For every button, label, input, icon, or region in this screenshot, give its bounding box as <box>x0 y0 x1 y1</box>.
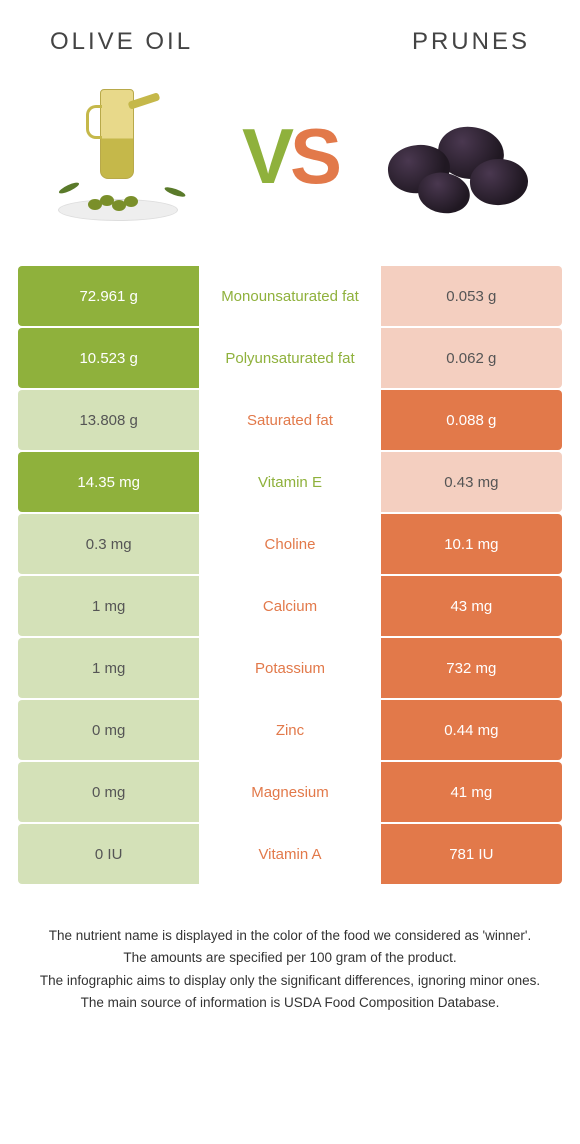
vs-s: S <box>290 112 338 200</box>
value-left: 0 mg <box>18 762 199 822</box>
note-line: The nutrient name is displayed in the co… <box>28 926 552 946</box>
nutrient-name: Polyunsaturated fat <box>199 328 380 388</box>
note-line: The main source of information is USDA F… <box>28 993 552 1013</box>
nutrient-row: 1 mgCalcium43 mg <box>18 576 562 636</box>
infographic-root: OLIVE OIL PRUNES VS <box>0 0 580 1045</box>
value-right: 732 mg <box>381 638 562 698</box>
nutrient-row: 10.523 gPolyunsaturated fat0.062 g <box>18 328 562 388</box>
value-right: 781 IU <box>381 824 562 884</box>
nutrient-row: 13.808 gSaturated fat0.088 g <box>18 390 562 450</box>
nutrient-row: 0 mgZinc0.44 mg <box>18 700 562 760</box>
nutrient-name: Zinc <box>199 700 380 760</box>
nutrient-table: 72.961 gMonounsaturated fat0.053 g10.523… <box>0 266 580 884</box>
nutrient-name: Potassium <box>199 638 380 698</box>
nutrient-row: 14.35 mgVitamin E0.43 mg <box>18 452 562 512</box>
value-right: 0.088 g <box>381 390 562 450</box>
value-left: 1 mg <box>18 576 199 636</box>
nutrient-name: Choline <box>199 514 380 574</box>
olive-oil-image <box>40 81 200 231</box>
nutrient-name: Calcium <box>199 576 380 636</box>
value-left: 0.3 mg <box>18 514 199 574</box>
nutrient-name: Monounsaturated fat <box>199 266 380 326</box>
nutrient-row: 0 mgMagnesium41 mg <box>18 762 562 822</box>
value-right: 0.062 g <box>381 328 562 388</box>
note-line: The amounts are specified per 100 gram o… <box>28 948 552 968</box>
food-label-right: PRUNES <box>412 28 530 56</box>
nutrient-name: Saturated fat <box>199 390 380 450</box>
nutrient-name: Magnesium <box>199 762 380 822</box>
value-right: 43 mg <box>381 576 562 636</box>
value-left: 0 mg <box>18 700 199 760</box>
food-label-left: OLIVE OIL <box>50 28 193 56</box>
value-left: 1 mg <box>18 638 199 698</box>
header: OLIVE OIL PRUNES <box>0 0 580 76</box>
vs-v: V <box>242 112 290 200</box>
nutrient-row: 0.3 mgCholine10.1 mg <box>18 514 562 574</box>
value-left: 13.808 g <box>18 390 199 450</box>
value-left: 10.523 g <box>18 328 199 388</box>
note-line: The infographic aims to display only the… <box>28 971 552 991</box>
nutrient-name: Vitamin E <box>199 452 380 512</box>
nutrient-name: Vitamin A <box>199 824 380 884</box>
value-right: 10.1 mg <box>381 514 562 574</box>
nutrient-row: 1 mgPotassium732 mg <box>18 638 562 698</box>
value-left: 0 IU <box>18 824 199 884</box>
value-left: 72.961 g <box>18 266 199 326</box>
value-left: 14.35 mg <box>18 452 199 512</box>
nutrient-row: 0 IUVitamin A781 IU <box>18 824 562 884</box>
value-right: 0.053 g <box>381 266 562 326</box>
value-right: 41 mg <box>381 762 562 822</box>
value-right: 0.44 mg <box>381 700 562 760</box>
hero-row: VS <box>0 76 580 266</box>
vs-label: VS <box>242 111 338 202</box>
prunes-image <box>380 81 540 231</box>
footnotes: The nutrient name is displayed in the co… <box>0 886 580 1045</box>
nutrient-row: 72.961 gMonounsaturated fat0.053 g <box>18 266 562 326</box>
value-right: 0.43 mg <box>381 452 562 512</box>
